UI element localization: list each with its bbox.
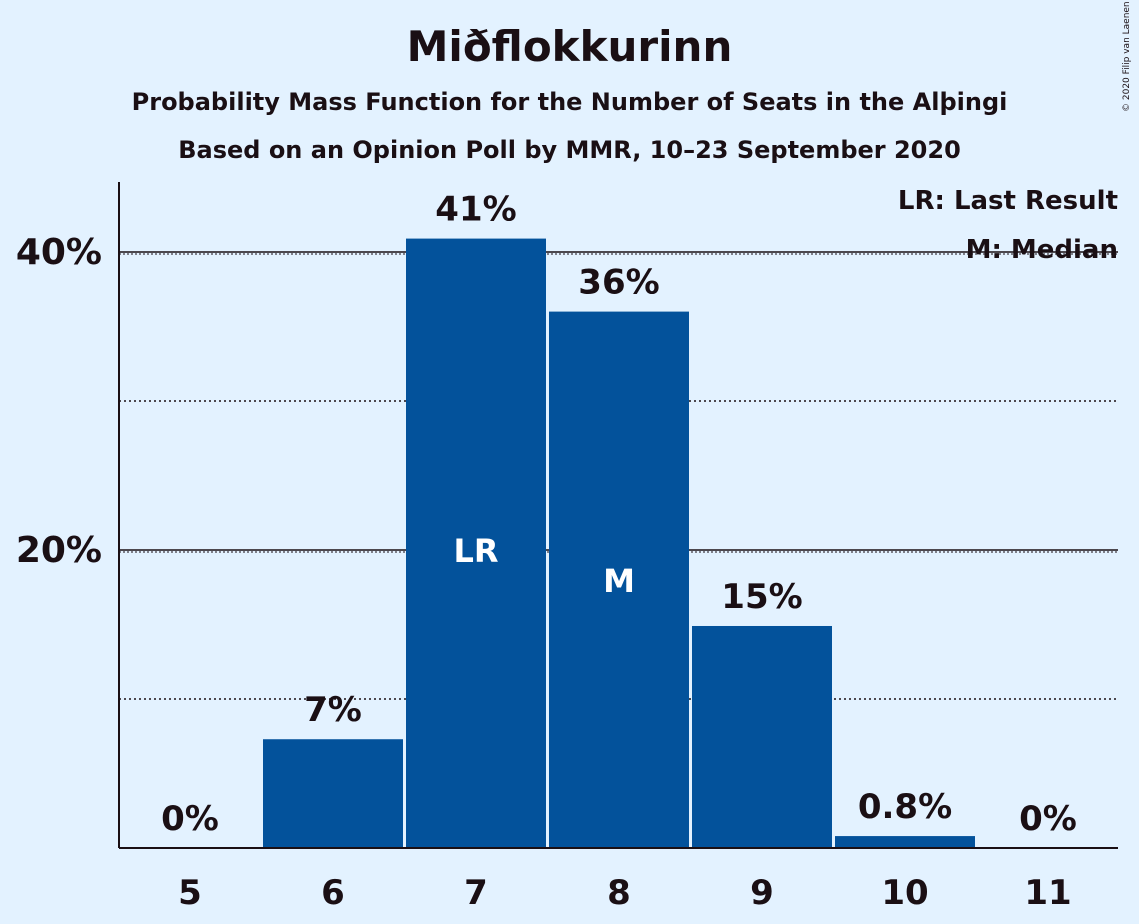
bar-seat-6: [263, 739, 403, 848]
x-tick-label: 5: [178, 873, 202, 913]
legend-last-result: LR: Last Result: [898, 186, 1118, 216]
bars: [263, 238, 975, 849]
legend: LR: Last Result M: Median: [898, 186, 1118, 265]
y-tick-label: 20%: [16, 530, 102, 571]
bar-marker-m: M: [603, 562, 635, 600]
data-label: 41%: [435, 190, 516, 230]
chart-title: Miðflokkurinn: [406, 22, 733, 71]
data-label: 0.8%: [858, 787, 952, 827]
x-tick-label: 10: [881, 873, 928, 913]
chart-subtitle-poll: Based on an Opinion Poll by MMR, 10–23 S…: [178, 136, 961, 164]
data-label: 15%: [721, 577, 802, 617]
x-tick-label: 6: [321, 873, 345, 913]
x-tick-label: 7: [464, 873, 488, 913]
tick-labels: 20% 40% 5 6 7 8 9 10 11: [16, 232, 1072, 913]
data-label: 7%: [304, 690, 362, 730]
y-tick-label: 40%: [16, 232, 102, 273]
bar-seat-9: [692, 625, 832, 848]
data-label: 0%: [161, 799, 219, 839]
bar-seat-8: [549, 311, 689, 849]
x-tick-label: 9: [750, 873, 774, 913]
bar-seat-10: [835, 836, 975, 848]
chart-subtitle: Probability Mass Function for the Number…: [131, 88, 1008, 116]
data-label: 0%: [1019, 799, 1077, 839]
x-tick-label: 11: [1024, 873, 1071, 913]
axes: [118, 182, 1118, 849]
x-tick-label: 8: [607, 873, 631, 913]
bar-seat-7: [406, 238, 546, 849]
legend-median: M: Median: [966, 235, 1118, 265]
data-labels: 0% 7% 41% LR 36% M 15% 0.8% 0%: [161, 190, 1077, 839]
bar-marker-lr: LR: [453, 532, 498, 570]
data-label: 36%: [578, 263, 659, 303]
